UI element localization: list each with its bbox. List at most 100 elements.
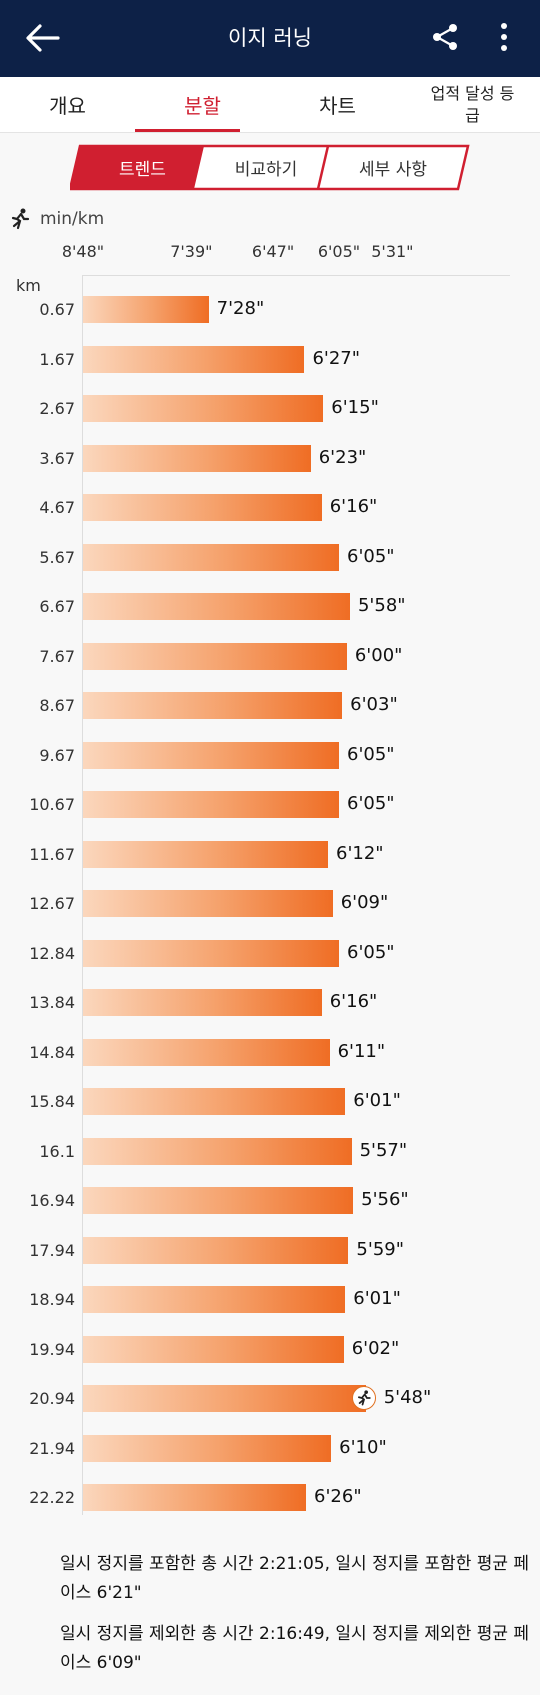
km-label: 16.1 (39, 1141, 75, 1161)
pace-value-label: 6'01" (353, 1090, 401, 1111)
pace-bar (83, 345, 305, 373)
pace-value-label: 6'03" (350, 694, 398, 715)
km-label: 19.94 (29, 1339, 75, 1359)
pace-bar (83, 741, 339, 769)
tab-achievements[interactable]: 업적 달성 등급 (430, 83, 515, 125)
pace-bar (83, 593, 350, 620)
km-label: 5.67 (39, 547, 75, 567)
pace-bar (83, 939, 339, 967)
page-title: 이지 러닝 (228, 26, 312, 50)
pace-bar (83, 890, 333, 917)
pace-value-label: 6'27" (312, 347, 361, 369)
pace-bar (83, 1187, 354, 1214)
pace-value-label: 6'11" (337, 1040, 386, 1062)
back-arrow-icon[interactable] (22, 20, 62, 56)
pace-value-label: 6'09" (340, 892, 389, 913)
km-label: 9.67 (39, 745, 75, 765)
y-axis-label: km (16, 276, 41, 295)
km-label: 12.67 (29, 894, 75, 913)
pace-value-label: 5'56" (361, 1189, 409, 1210)
km-label: 3.67 (39, 448, 75, 468)
pace-bar (83, 840, 328, 868)
pace-bar (83, 494, 322, 521)
pace-bar (83, 444, 311, 472)
pace-value-label: 6'02" (351, 1337, 400, 1359)
km-label: 13.84 (29, 993, 75, 1012)
km-label: 0.67 (39, 300, 75, 319)
x-tick-label: 6'05" (317, 242, 361, 261)
km-label: 6.67 (39, 597, 75, 616)
chart-unit-row: min/km (10, 206, 104, 232)
share-icon[interactable] (428, 20, 462, 54)
pace-bar (83, 989, 322, 1016)
pace-value-label: 6'10" (339, 1436, 387, 1458)
pace-value-label: 6'05" (347, 793, 395, 814)
segment-control-frame (70, 144, 470, 191)
pace-bar (83, 1137, 352, 1165)
x-tick-label: 7'39" (170, 242, 213, 261)
x-tick-label: 8'48" (61, 242, 105, 261)
pace-bar (83, 1434, 332, 1462)
pace-value-label: 6'01" (353, 1288, 401, 1309)
tab-charts[interactable]: 차트 (319, 94, 356, 118)
app-bar: 이지 러닝 (0, 0, 540, 77)
pace-value-label: 6'16" (329, 991, 378, 1012)
pace-bar (83, 1385, 366, 1412)
tab-overview[interactable]: 개요 (49, 94, 86, 118)
pace-value-label: 6'16" (329, 496, 378, 517)
fastest-split-icon (351, 1386, 376, 1410)
x-tick-label: 6'47" (251, 242, 295, 261)
more-options-icon[interactable] (494, 20, 514, 54)
active-tab-indicator (135, 129, 240, 132)
pace-bar (83, 1038, 330, 1066)
km-label: 12.84 (29, 943, 75, 963)
chart-unit-label: min/km (40, 209, 105, 229)
x-tick-label: 5'31" (371, 242, 414, 261)
pace-bar (83, 1236, 349, 1264)
pace-value-label: 7'28" (216, 298, 265, 319)
pace-bar (83, 642, 347, 670)
running-icon (11, 208, 30, 230)
segment-details[interactable]: 세부 사항 (359, 160, 427, 180)
km-label: 7.67 (39, 646, 75, 666)
pace-bar (83, 543, 339, 571)
pace-bar (83, 1335, 344, 1363)
km-label: 17.94 (29, 1240, 75, 1260)
pace-value-label: 6'26" (314, 1486, 362, 1507)
pace-value-label: 5'48" (383, 1387, 432, 1408)
pace-bar (83, 296, 209, 323)
summary-total-with-pause: 일시 정지를 포함한 총 시간 2:21:05, 일시 정지를 포함한 평균 페… (60, 1554, 530, 1603)
km-label: 16.94 (29, 1191, 75, 1210)
km-label: 14.84 (29, 1042, 75, 1062)
km-label: 18.94 (29, 1290, 75, 1309)
km-label: 15.84 (29, 1092, 75, 1111)
pace-value-label: 5'58" (357, 595, 406, 616)
tab-bar: 개요 분할 차트 업적 달성 등급 (0, 77, 540, 133)
km-label: 11.67 (29, 844, 75, 864)
pace-bar (83, 1088, 346, 1115)
y-axis-line (82, 275, 83, 1515)
km-label: 10.67 (29, 795, 75, 814)
pace-value-label: 6'23" (318, 446, 367, 468)
pace-bar (83, 395, 324, 422)
pace-bar (83, 791, 339, 818)
pace-value-label: 6'05" (347, 743, 395, 765)
km-label: 4.67 (39, 498, 75, 517)
km-label: 22.22 (29, 1488, 75, 1507)
pace-bar (83, 1286, 346, 1313)
km-label: 20.94 (29, 1389, 75, 1408)
pace-value-label: 6'15" (331, 397, 379, 418)
km-label: 2.67 (39, 399, 75, 418)
km-label: 8.67 (39, 696, 75, 715)
segment-compare[interactable]: 비교하기 (234, 160, 298, 180)
pace-value-label: 5'57" (359, 1139, 408, 1161)
tab-splits[interactable]: 분할 (184, 94, 221, 118)
pace-bar (83, 1484, 307, 1511)
pace-value-label: 5'59" (356, 1238, 405, 1260)
pace-value-label: 6'00" (354, 644, 403, 666)
pace-value-label: 6'05" (347, 941, 395, 963)
km-label: 21.94 (29, 1438, 75, 1458)
summary-total-without-pause: 일시 정지를 제외한 총 시간 2:16:49, 일시 정지를 제외한 평균 페… (60, 1624, 530, 1673)
segment-trend[interactable]: 트렌드 (119, 160, 166, 180)
pace-value-label: 6'05" (347, 545, 395, 567)
